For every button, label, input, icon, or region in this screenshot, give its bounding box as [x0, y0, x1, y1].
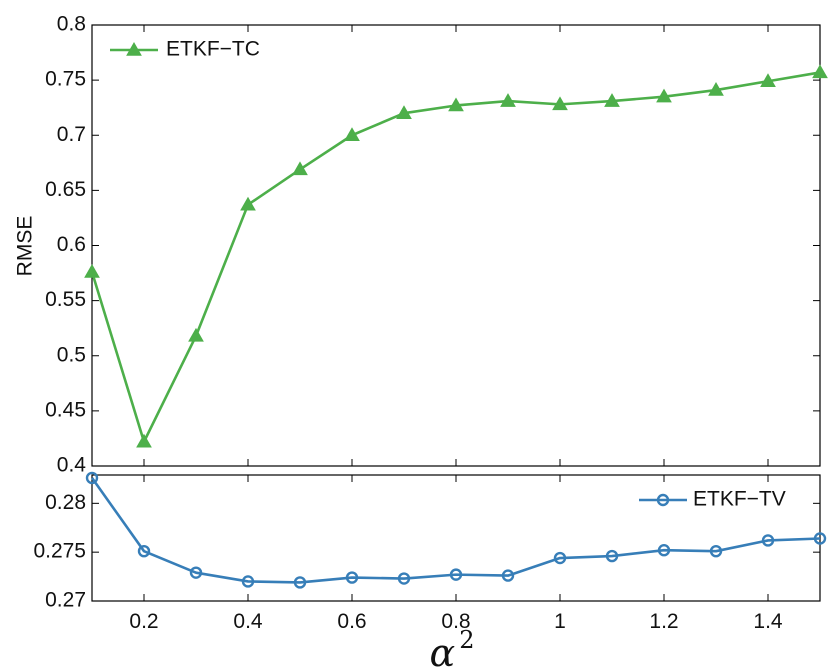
x-tick-label: 0.8 [441, 610, 470, 633]
x-tick-label: 0.6 [337, 610, 366, 633]
data-point-circle [241, 575, 255, 588]
data-point-triangle [84, 263, 100, 278]
data-point-triangle [552, 96, 568, 111]
legend-marker-triangle [126, 41, 142, 56]
top-y-tick-label: 0.75 [45, 68, 86, 91]
data-point-triangle [396, 105, 412, 119]
x-tick-label: 1.2 [649, 610, 678, 633]
data-point-triangle [812, 64, 828, 79]
top-y-axis-title: RMSE [14, 216, 37, 277]
shared-x-axis: 0.2 0.4 0.6 0.8 1 1.2 1.4 [129, 610, 783, 633]
data-point-circle [813, 532, 827, 545]
bottom-panel: 0.27 0.275 0.28 ETKF−TV [33, 471, 827, 612]
legend-label: ETKF−TV [693, 488, 786, 511]
x-tick-label: 1.4 [753, 610, 783, 633]
legend-marker-circle [656, 493, 670, 507]
data-point-circle [189, 566, 203, 579]
bottom-legend: ETKF−TV [639, 488, 786, 511]
bottom-y-tick-label: 0.275 [33, 540, 86, 563]
data-point-triangle [604, 93, 620, 107]
top-y-tick-label: 0.65 [45, 178, 86, 201]
data-point-circle [657, 544, 671, 557]
x-tick-label: 0.2 [129, 610, 158, 633]
data-point-triangle [448, 97, 464, 112]
x-tick-label: 1 [554, 610, 566, 633]
series-line-top [90, 71, 821, 444]
data-point-circle [137, 544, 151, 558]
top-y-tick-label: 0.55 [45, 288, 86, 311]
data-point-circle [605, 549, 619, 563]
data-point-triangle [240, 196, 256, 211]
data-point-triangle [500, 93, 516, 107]
top-y-tick-label: 0.5 [57, 343, 86, 366]
data-point-circle [501, 569, 515, 582]
data-point-triangle [760, 73, 776, 87]
x-tick-label: 0.4 [233, 610, 263, 633]
data-point-triangle [188, 327, 204, 342]
data-point-triangle [292, 161, 308, 176]
top-y-tick-label: 0.6 [57, 233, 86, 256]
series-line-bottom [90, 477, 821, 584]
data-point-triangle [656, 88, 672, 103]
top-y-tick-label: 0.7 [57, 123, 86, 146]
data-point-circle [761, 534, 775, 547]
data-point-circle [85, 471, 99, 485]
legend-label: ETKF−TC [166, 38, 260, 61]
top-panel: 0.4 0.45 0.5 0.55 0.6 0.65 0.7 0.75 0.8 ETKF−TC [45, 13, 828, 477]
data-point-triangle [708, 82, 724, 96]
top-legend: ETKF−TC [110, 38, 260, 61]
bottom-y-tick-label: 0.28 [45, 491, 86, 514]
top-y-tick-label: 0.8 [57, 13, 86, 36]
x-axis-title-superscript: 2 [459, 626, 474, 654]
data-point-triangle [136, 433, 152, 448]
data-point-triangle [344, 127, 360, 141]
x-axis-title-symbol: α [430, 631, 456, 672]
data-point-circle [553, 551, 567, 565]
top-y-tick-label: 0.4 [57, 454, 87, 477]
data-point-circle [449, 568, 463, 581]
bottom-y-tick-label: 0.27 [45, 589, 86, 612]
data-point-circle [397, 572, 411, 585]
data-point-circle [293, 576, 307, 589]
data-point-circle [345, 571, 359, 584]
data-point-circle [709, 544, 723, 558]
top-y-tick-label: 0.45 [45, 398, 86, 421]
